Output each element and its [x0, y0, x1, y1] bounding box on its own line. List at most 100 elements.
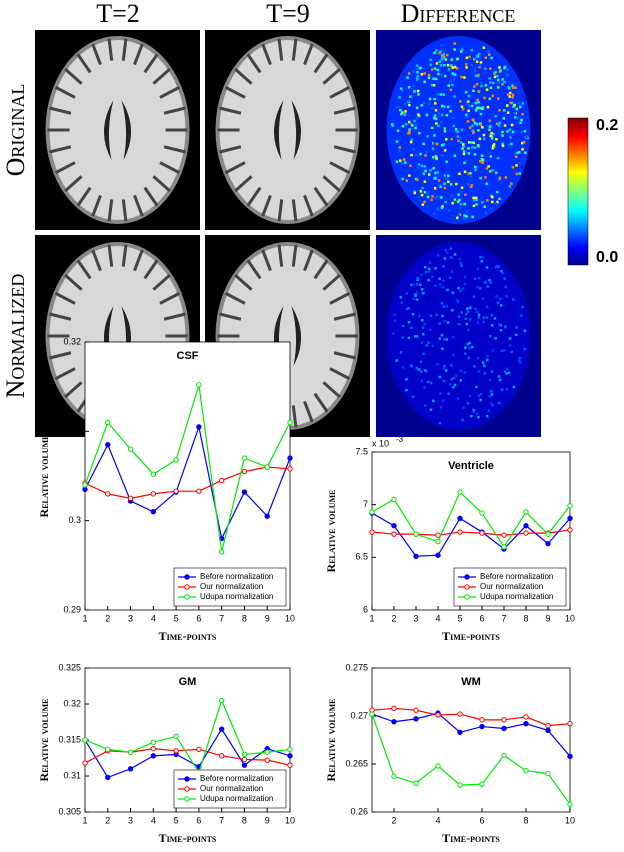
speckle [432, 399, 435, 403]
speckle [506, 68, 509, 71]
speckle [503, 124, 507, 127]
speckle [480, 158, 484, 161]
speckle [403, 161, 407, 164]
speckle [482, 137, 486, 141]
speckle [443, 319, 446, 323]
sulcus [143, 186, 159, 207]
x-tick-label: 5 [174, 815, 179, 825]
speckle [466, 100, 470, 103]
speckle [453, 154, 457, 158]
speckle [474, 57, 477, 60]
speckle [469, 94, 473, 98]
speckle [405, 292, 408, 295]
speckle [432, 212, 436, 216]
series-line [371, 707, 571, 727]
sulcus [261, 43, 272, 66]
speckle [490, 370, 494, 373]
speckle [442, 55, 446, 58]
speckle [421, 318, 424, 322]
data-point [287, 455, 293, 461]
speckle [478, 137, 481, 141]
speckle [498, 323, 501, 326]
speckle [454, 127, 458, 131]
speckle [459, 206, 462, 210]
speckle [420, 164, 424, 168]
speckle [434, 196, 437, 200]
speckle [401, 336, 404, 339]
speckle [430, 198, 433, 202]
x-tick-label: 10 [565, 815, 575, 825]
speckle [472, 131, 475, 135]
data-point [287, 419, 293, 426]
speckle [447, 84, 451, 87]
speckle [436, 171, 439, 174]
speckle [477, 313, 481, 317]
speckle [481, 126, 484, 129]
speckle [407, 336, 411, 340]
x-tick-label: 5 [174, 613, 179, 623]
speckle [514, 333, 518, 337]
speckle [453, 95, 456, 98]
column-header: Difference [401, 0, 516, 28]
sulcus [64, 67, 83, 85]
speckle [433, 67, 437, 70]
speckle [474, 165, 477, 169]
data-point [82, 486, 88, 493]
data-point [413, 716, 419, 722]
speckle [464, 276, 467, 279]
speckle [486, 354, 489, 358]
speckle [485, 266, 489, 269]
speckle [467, 356, 471, 360]
speckle [475, 198, 479, 202]
speckle [445, 138, 448, 141]
speckle [517, 102, 520, 105]
data-point [545, 727, 551, 734]
speckle [408, 174, 411, 177]
speckle [420, 273, 423, 277]
speckle [515, 326, 518, 329]
speckle [439, 93, 443, 96]
speckle [489, 281, 493, 284]
speckle [503, 80, 506, 84]
speckle [443, 105, 446, 108]
speckle [415, 78, 419, 81]
data-point [501, 752, 507, 759]
speckle [493, 317, 497, 320]
speckle [449, 183, 453, 186]
speckle [488, 278, 491, 282]
data-point [413, 553, 419, 559]
speckle [448, 276, 452, 280]
speckle [419, 360, 423, 364]
speckle [429, 328, 432, 332]
speckle [425, 369, 428, 373]
speckle [523, 130, 527, 133]
data-point [567, 515, 573, 522]
data-point [105, 442, 111, 448]
speckle [417, 113, 420, 116]
speckle [449, 88, 453, 92]
speckle [400, 301, 404, 304]
speckle [438, 322, 441, 325]
speckle [473, 67, 477, 70]
speckle [505, 388, 509, 391]
speckle [393, 319, 397, 322]
speckle [442, 52, 446, 56]
x-axis-label: Time-points [442, 831, 500, 845]
speckle [501, 272, 505, 275]
series-line [371, 529, 571, 536]
colorbar [567, 117, 589, 266]
sulcus [91, 43, 102, 66]
data-point [369, 711, 375, 717]
sulcus [219, 106, 242, 115]
speckle [487, 165, 490, 168]
speckle [479, 398, 482, 402]
data-point [391, 523, 397, 529]
speckle [434, 284, 437, 287]
speckle [447, 174, 450, 178]
speckle [474, 307, 477, 311]
speckle [468, 394, 472, 398]
x-tick-label: 8 [242, 613, 247, 623]
data-point [241, 762, 248, 768]
x-tick-label: 3 [413, 613, 418, 623]
series-line [84, 424, 291, 541]
